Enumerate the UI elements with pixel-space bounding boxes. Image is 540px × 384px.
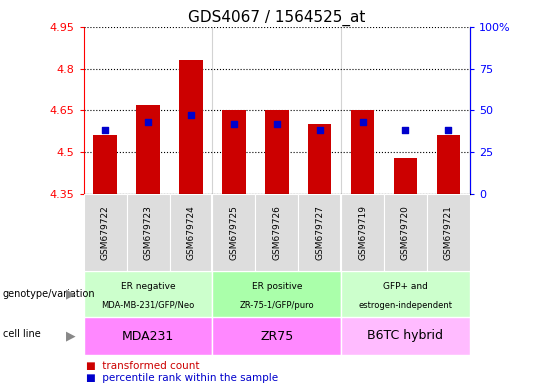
Text: GSM679723: GSM679723 bbox=[144, 205, 153, 260]
Text: GSM679719: GSM679719 bbox=[358, 205, 367, 260]
Bar bbox=[341, 317, 470, 355]
Point bbox=[144, 119, 152, 125]
Point bbox=[101, 127, 110, 134]
Text: MDA-MB-231/GFP/Neo: MDA-MB-231/GFP/Neo bbox=[102, 301, 195, 310]
Bar bbox=[136, 105, 160, 194]
Bar bbox=[170, 194, 212, 271]
Bar bbox=[298, 194, 341, 271]
Point bbox=[230, 121, 238, 127]
Bar bbox=[265, 110, 288, 194]
Text: GSM679726: GSM679726 bbox=[272, 205, 281, 260]
Bar bbox=[384, 194, 427, 271]
Text: ER positive: ER positive bbox=[252, 282, 302, 291]
Bar bbox=[394, 158, 417, 194]
Text: GFP+ and: GFP+ and bbox=[383, 282, 428, 291]
Text: estrogen-independent: estrogen-independent bbox=[359, 301, 453, 310]
Bar bbox=[308, 124, 332, 194]
Bar bbox=[179, 60, 202, 194]
Text: ZR75: ZR75 bbox=[260, 329, 293, 343]
Bar bbox=[212, 271, 341, 317]
Text: ■  transformed count: ■ transformed count bbox=[86, 361, 200, 371]
Bar bbox=[341, 271, 470, 317]
Text: ▶: ▶ bbox=[66, 287, 76, 300]
Bar bbox=[126, 194, 170, 271]
Point bbox=[401, 127, 410, 134]
Point bbox=[315, 127, 324, 134]
Title: GDS4067 / 1564525_at: GDS4067 / 1564525_at bbox=[188, 9, 366, 25]
Text: ▶: ▶ bbox=[66, 329, 76, 343]
Bar bbox=[436, 136, 460, 194]
Text: B6TC hybrid: B6TC hybrid bbox=[367, 329, 443, 343]
Point bbox=[187, 113, 195, 119]
Bar bbox=[222, 110, 246, 194]
Bar bbox=[212, 194, 255, 271]
Bar bbox=[84, 194, 126, 271]
Text: MDA231: MDA231 bbox=[122, 329, 174, 343]
Text: GSM679727: GSM679727 bbox=[315, 205, 324, 260]
Bar bbox=[351, 110, 374, 194]
Bar bbox=[427, 194, 470, 271]
Text: cell line: cell line bbox=[3, 329, 40, 339]
Bar bbox=[84, 317, 212, 355]
Text: GSM679722: GSM679722 bbox=[100, 205, 110, 260]
Text: ■  percentile rank within the sample: ■ percentile rank within the sample bbox=[86, 373, 279, 383]
Point bbox=[273, 121, 281, 127]
Text: ZR-75-1/GFP/puro: ZR-75-1/GFP/puro bbox=[239, 301, 314, 310]
Text: GSM679720: GSM679720 bbox=[401, 205, 410, 260]
Bar bbox=[93, 136, 117, 194]
Text: ER negative: ER negative bbox=[121, 282, 176, 291]
Point bbox=[444, 127, 453, 134]
Bar bbox=[212, 317, 341, 355]
Bar bbox=[255, 194, 298, 271]
Text: genotype/variation: genotype/variation bbox=[3, 289, 96, 299]
Text: GSM679725: GSM679725 bbox=[230, 205, 238, 260]
Bar bbox=[84, 271, 212, 317]
Bar bbox=[341, 194, 384, 271]
Text: GSM679724: GSM679724 bbox=[186, 205, 195, 260]
Point bbox=[358, 119, 367, 125]
Text: GSM679721: GSM679721 bbox=[444, 205, 453, 260]
